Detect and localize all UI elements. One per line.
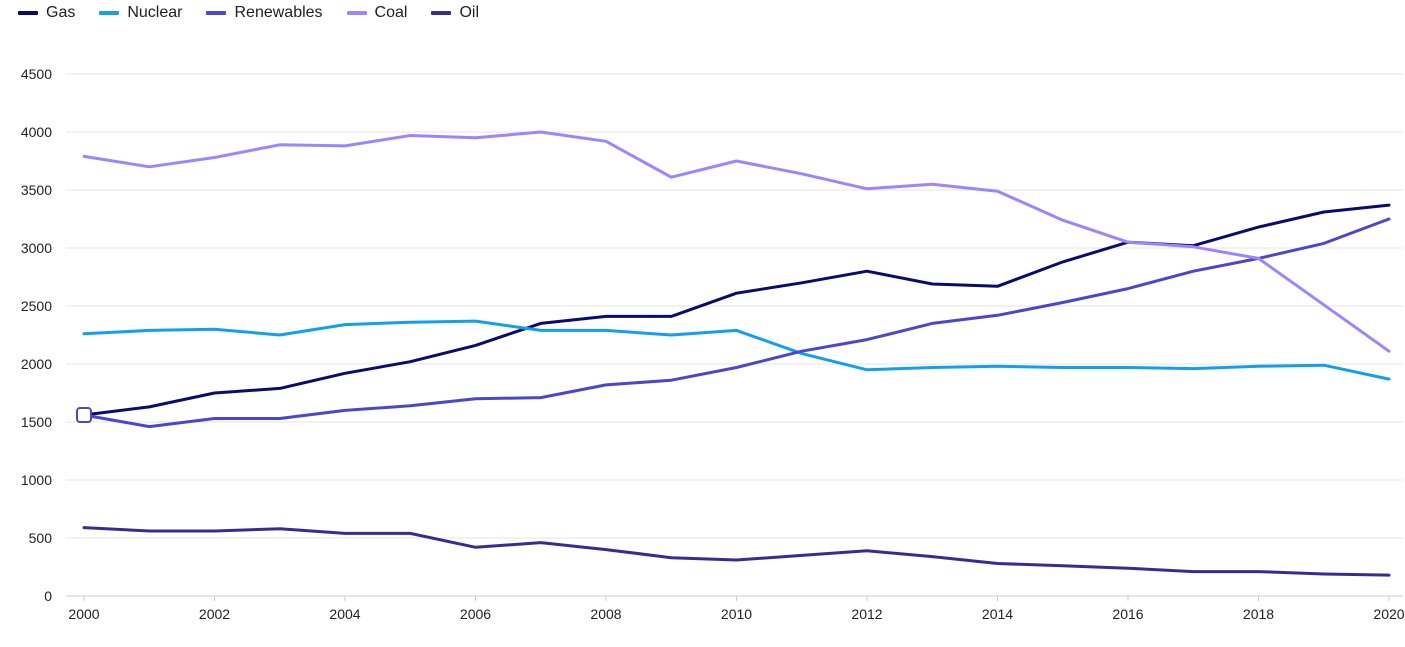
x-tick-label: 2020 [1373, 606, 1404, 622]
legend-item-nuclear[interactable]: Nuclear [99, 4, 182, 22]
x-tick-label: 2018 [1243, 606, 1274, 622]
legend-label: Renewables [234, 4, 323, 21]
legend-swatch [18, 11, 38, 15]
x-tick-label: 2010 [721, 606, 752, 622]
legend-swatch [206, 11, 227, 15]
y-tick-label: 2000 [21, 356, 52, 372]
y-tick-label: 4000 [21, 124, 52, 140]
x-tick-label: 2014 [982, 606, 1013, 622]
legend-swatch [346, 11, 367, 15]
series-line-gas[interactable] [82, 203, 1391, 417]
y-tick-label: 500 [29, 530, 53, 546]
hover-markers [76, 407, 92, 424]
grid-lines [66, 73, 1403, 597]
legend-label: Coal [374, 4, 408, 21]
y-tick-label: 2500 [21, 298, 52, 314]
series-line-oil[interactable] [82, 526, 1391, 577]
legend-item-coal[interactable]: Coal [346, 4, 408, 22]
series-line-nuclear[interactable] [82, 319, 1391, 381]
legend-item-gas[interactable]: Gas [18, 4, 75, 22]
legend-swatch [431, 11, 452, 15]
x-tick-label: 2016 [1112, 606, 1143, 622]
legend-label: Oil [459, 4, 480, 21]
legend-label: Gas [46, 4, 76, 21]
x-tick-label: 2004 [329, 606, 360, 622]
legend-swatch [99, 11, 120, 15]
y-tick-label: 1500 [21, 414, 52, 430]
legend-item-renewables[interactable]: Renewables [206, 4, 323, 22]
y-tick-label: 3500 [21, 182, 52, 198]
y-tick-label: 1000 [21, 472, 52, 488]
x-tick-label: 2008 [590, 606, 621, 622]
x-axis-ticks: 2000 2002 2004 2006 2008 2010 2012 2014 2016 2018… [68, 596, 1405, 622]
series-lines [82, 130, 1391, 577]
x-tick-label: 2000 [68, 606, 99, 622]
x-tick-label: 2006 [460, 606, 491, 622]
y-tick-label: 4500 [21, 66, 52, 82]
point-marker-renewables-2000[interactable] [76, 407, 92, 424]
legend: Gas Nuclear Renewables Coal Oil [18, 4, 479, 22]
y-tick-label: 0 [44, 588, 52, 604]
series-line-coal[interactable] [82, 130, 1391, 353]
y-axis-ticks: 0 500 1000 1500 2000 2500 3000 3500 4000 4500 [21, 66, 52, 604]
legend-label: Nuclear [127, 4, 183, 21]
legend-item-oil[interactable]: Oil [431, 4, 479, 22]
y-tick-label: 3000 [21, 240, 52, 256]
x-tick-label: 2002 [199, 606, 230, 622]
series-line-renewables[interactable] [82, 217, 1391, 429]
x-tick-label: 2012 [851, 606, 882, 622]
